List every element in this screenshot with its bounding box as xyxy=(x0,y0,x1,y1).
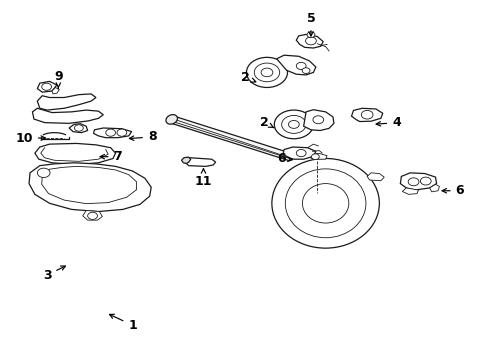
Text: 9: 9 xyxy=(54,69,63,88)
Circle shape xyxy=(106,129,116,136)
Text: 6: 6 xyxy=(277,152,293,165)
Ellipse shape xyxy=(302,184,349,223)
Circle shape xyxy=(420,177,431,185)
Polygon shape xyxy=(169,116,294,161)
Circle shape xyxy=(306,37,317,45)
Text: 1: 1 xyxy=(109,314,137,332)
Ellipse shape xyxy=(166,114,177,124)
Circle shape xyxy=(254,63,280,82)
Circle shape xyxy=(289,121,299,129)
Ellipse shape xyxy=(285,169,366,238)
Polygon shape xyxy=(309,153,327,159)
Polygon shape xyxy=(69,124,88,133)
Circle shape xyxy=(42,83,51,90)
Text: 7: 7 xyxy=(100,150,122,163)
Text: 3: 3 xyxy=(43,266,66,282)
Circle shape xyxy=(296,149,306,157)
Circle shape xyxy=(274,110,314,139)
Polygon shape xyxy=(402,188,418,194)
Polygon shape xyxy=(304,110,334,131)
Circle shape xyxy=(117,129,127,136)
Polygon shape xyxy=(367,173,384,181)
Text: 2: 2 xyxy=(241,71,256,84)
Circle shape xyxy=(361,111,373,119)
Polygon shape xyxy=(32,108,103,123)
Circle shape xyxy=(282,116,306,134)
Polygon shape xyxy=(52,87,59,94)
Ellipse shape xyxy=(272,158,379,248)
Polygon shape xyxy=(83,211,102,220)
Polygon shape xyxy=(283,147,316,159)
Polygon shape xyxy=(37,94,96,110)
Polygon shape xyxy=(351,108,383,122)
Circle shape xyxy=(408,178,419,186)
Polygon shape xyxy=(184,158,216,166)
Circle shape xyxy=(261,68,273,77)
Text: 2: 2 xyxy=(260,116,274,129)
Circle shape xyxy=(312,154,319,159)
Circle shape xyxy=(246,57,288,87)
Circle shape xyxy=(302,68,310,73)
Polygon shape xyxy=(277,55,316,75)
Text: 6: 6 xyxy=(442,184,465,197)
Circle shape xyxy=(313,116,324,124)
Circle shape xyxy=(88,212,98,220)
Circle shape xyxy=(307,32,315,38)
Polygon shape xyxy=(400,173,437,190)
Text: 11: 11 xyxy=(195,169,212,188)
Polygon shape xyxy=(37,81,57,92)
Polygon shape xyxy=(296,35,323,48)
Text: 8: 8 xyxy=(129,130,156,144)
Text: 5: 5 xyxy=(307,12,316,36)
Circle shape xyxy=(37,168,50,177)
Polygon shape xyxy=(35,143,116,165)
Polygon shape xyxy=(430,184,440,192)
Text: 10: 10 xyxy=(15,131,46,145)
Polygon shape xyxy=(181,157,191,163)
Text: 4: 4 xyxy=(376,116,401,129)
Polygon shape xyxy=(42,166,137,204)
Polygon shape xyxy=(29,163,151,212)
Circle shape xyxy=(296,62,306,69)
Polygon shape xyxy=(94,128,132,138)
Circle shape xyxy=(74,125,83,131)
